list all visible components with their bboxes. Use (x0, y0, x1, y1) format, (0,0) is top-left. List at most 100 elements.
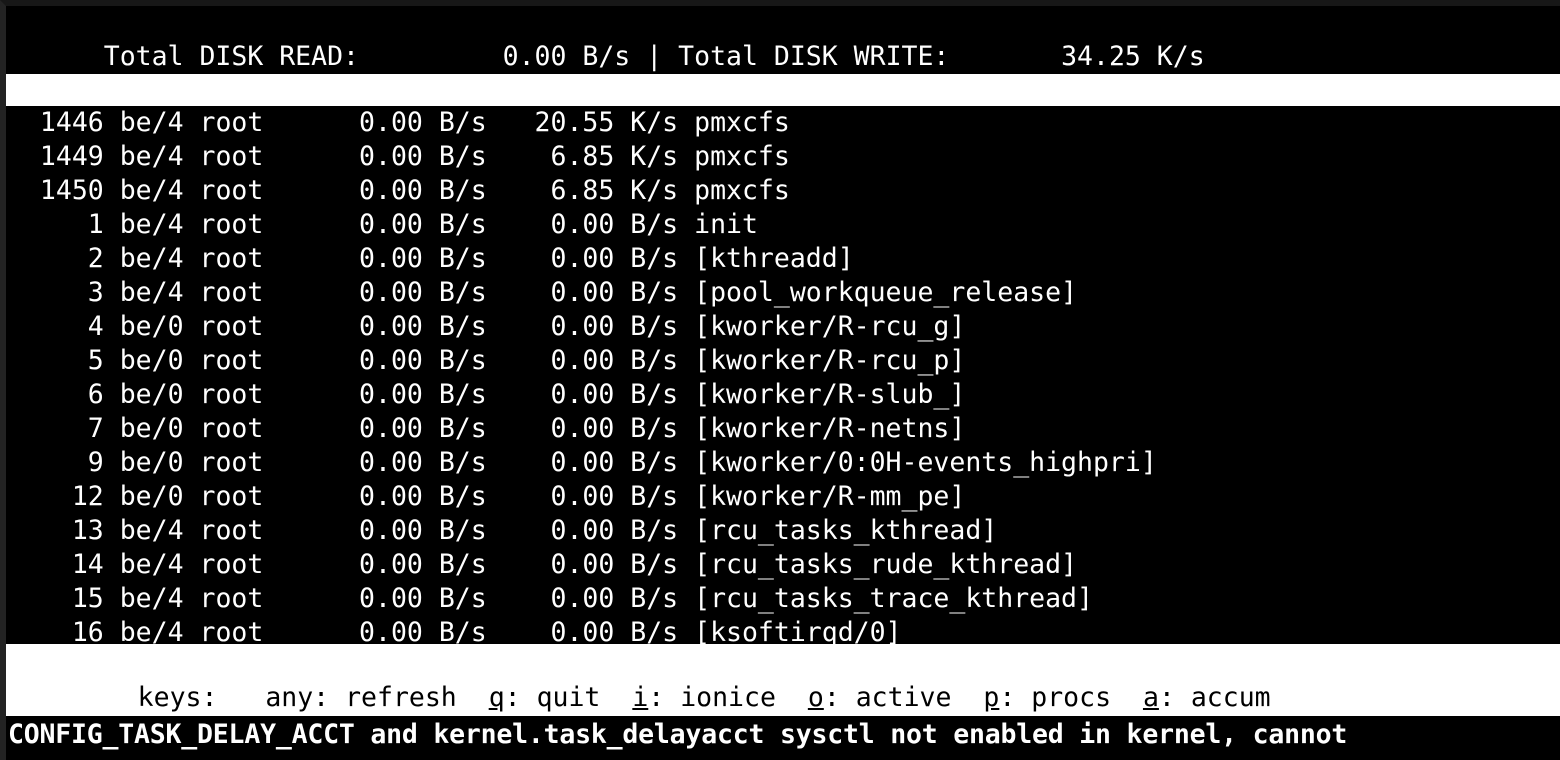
process-gap-3 (678, 583, 694, 614)
process-row[interactable]: 7 be/0 root 0.00 B/s 0.00 B/s [kworker/R… (6, 412, 1560, 446)
process-gap-3 (678, 617, 694, 644)
process-prio: be/4 (119, 243, 184, 274)
process-user: root (199, 617, 312, 644)
process-disk-write: 0.00 B/s (486, 447, 679, 478)
process-gap-1 (104, 617, 120, 644)
key-q-quit[interactable]: : quit (504, 682, 601, 713)
process-command: pmxcfs (694, 141, 790, 172)
process-disk-read: 0.00 B/s (311, 379, 487, 410)
process-prio: be/4 (119, 209, 184, 240)
process-gap-3 (678, 447, 694, 478)
process-command: pmxcfs (694, 107, 790, 138)
spacer-1 (359, 41, 503, 72)
key-a-accum[interactable]: : accum (1158, 682, 1271, 713)
process-gap-2 (184, 515, 200, 546)
process-command: [rcu_tasks_rude_kthread] (694, 549, 1078, 580)
key-o-letter[interactable]: o (807, 682, 824, 713)
spacer-2 (630, 41, 646, 72)
process-disk-read: 0.00 B/s (311, 209, 487, 240)
process-disk-read: 0.00 B/s (311, 141, 487, 172)
gap-a (217, 682, 265, 713)
process-list[interactable]: 1446 be/4 root 0.00 B/s 20.55 K/s pmxcfs… (6, 106, 1560, 644)
process-row[interactable]: 3 be/4 root 0.00 B/s 0.00 B/s [pool_work… (6, 276, 1560, 310)
process-row[interactable]: 1450 be/4 root 0.00 B/s 6.85 K/s pmxcfs (6, 174, 1560, 208)
process-user: root (199, 209, 312, 240)
spacer-8 (981, 75, 1061, 106)
summary-separator-2: | (646, 75, 663, 106)
process-disk-write: 20.55 K/s (486, 107, 679, 138)
process-row[interactable]: 5 be/0 root 0.00 B/s 0.00 B/s [kworker/R… (6, 344, 1560, 378)
spacer-4 (949, 41, 1061, 72)
key-o-active[interactable]: : active (823, 682, 952, 713)
process-disk-read: 0.00 B/s (311, 243, 487, 274)
kernel-warning-text: CONFIG_TASK_DELAY_ACCT and kernel.task_d… (6, 716, 1560, 754)
process-prio: be/0 (119, 345, 184, 376)
process-tid: 1 (8, 209, 104, 240)
process-disk-read: 0.00 B/s (311, 345, 487, 376)
process-disk-write: 0.00 B/s (486, 209, 679, 240)
process-disk-write: 0.00 B/s (486, 583, 679, 614)
process-disk-write: 0.00 B/s (486, 379, 679, 410)
process-gap-1 (104, 107, 120, 138)
process-row[interactable]: 4 be/0 root 0.00 B/s 0.00 B/s [kworker/R… (6, 310, 1560, 344)
process-gap-3 (678, 107, 694, 138)
gap-b (457, 682, 489, 713)
key-p-procs[interactable]: : procs (999, 682, 1112, 713)
process-user: root (199, 107, 312, 138)
spacer-7 (662, 75, 678, 106)
process-gap-3 (678, 277, 694, 308)
process-row[interactable]: 1446 be/4 root 0.00 B/s 20.55 K/s pmxcfs (6, 106, 1560, 140)
process-tid: 12 (8, 481, 104, 512)
keys-help-row: keys: any: refresh q: quit i: ionice o: … (8, 644, 1560, 713)
process-command: [rcu_tasks_kthread] (694, 515, 998, 546)
process-row[interactable]: 1 be/4 root 0.00 B/s 0.00 B/s init (6, 208, 1560, 242)
process-user: root (199, 141, 312, 172)
key-any-refresh[interactable]: any: refresh (265, 682, 457, 713)
process-row[interactable]: 9 be/0 root 0.00 B/s 0.00 B/s [kworker/0… (6, 446, 1560, 480)
process-disk-write: 0.00 B/s (486, 243, 679, 274)
process-gap-3 (678, 243, 694, 274)
process-disk-read: 0.00 B/s (311, 583, 487, 614)
process-row[interactable]: 12 be/0 root 0.00 B/s 0.00 B/s [kworker/… (6, 480, 1560, 514)
process-row[interactable]: 16 be/4 root 0.00 B/s 0.00 B/s [ksoftirq… (6, 616, 1560, 644)
process-row[interactable]: 6 be/0 root 0.00 B/s 0.00 B/s [kworker/R… (6, 378, 1560, 412)
process-prio: be/0 (119, 481, 184, 512)
key-i-letter[interactable]: i (632, 682, 649, 713)
process-prio: be/0 (119, 311, 184, 342)
process-row[interactable]: 13 be/4 root 0.00 B/s 0.00 B/s [rcu_task… (6, 514, 1560, 548)
process-gap-1 (104, 243, 120, 274)
process-tid: 14 (8, 549, 104, 580)
process-disk-read: 0.00 B/s (311, 481, 487, 512)
summary-row-total: Total DISK READ: 0.00 B/s | Total DISK W… (6, 6, 1560, 72)
process-prio: be/4 (119, 617, 184, 644)
process-row[interactable]: 1449 be/4 root 0.00 B/s 6.85 K/s pmxcfs (6, 140, 1560, 174)
process-prio: be/4 (119, 515, 184, 546)
process-gap-1 (104, 277, 120, 308)
key-q-letter[interactable]: q (488, 682, 505, 713)
key-a-letter[interactable]: a (1142, 682, 1159, 713)
process-row[interactable]: 14 be/4 root 0.00 B/s 0.00 B/s [rcu_task… (6, 548, 1560, 582)
process-tid: 7 (8, 413, 104, 444)
process-disk-write: 0.00 B/s (486, 617, 679, 644)
process-command: [kworker/R-netns] (694, 413, 966, 444)
process-gap-2 (184, 413, 200, 444)
column-header-command: COMMAND (789, 106, 966, 137)
process-gap-3 (678, 379, 694, 410)
process-user: root (199, 277, 312, 308)
process-disk-read: 0.00 B/s (311, 413, 487, 444)
process-gap-2 (184, 107, 200, 138)
current-disk-read-value: 438.39 K/s (470, 75, 631, 106)
process-disk-write: 0.00 B/s (486, 345, 679, 376)
key-p-letter[interactable]: p (983, 682, 1000, 713)
process-gap-2 (184, 345, 200, 376)
process-row[interactable]: 2 be/4 root 0.00 B/s 0.00 B/s [kthreadd] (6, 242, 1560, 276)
process-row[interactable]: 15 be/4 root 0.00 B/s 0.00 B/s [rcu_task… (6, 582, 1560, 616)
help-footer: keys: any: refresh q: quit i: ionice o: … (6, 644, 1560, 749)
process-disk-read: 0.00 B/s (311, 107, 487, 138)
process-gap-1 (104, 583, 120, 614)
key-i-ionice[interactable]: : ionice (648, 682, 776, 713)
process-user: root (199, 481, 312, 512)
process-command: [kthreadd] (694, 243, 854, 274)
process-gap-1 (104, 447, 120, 478)
